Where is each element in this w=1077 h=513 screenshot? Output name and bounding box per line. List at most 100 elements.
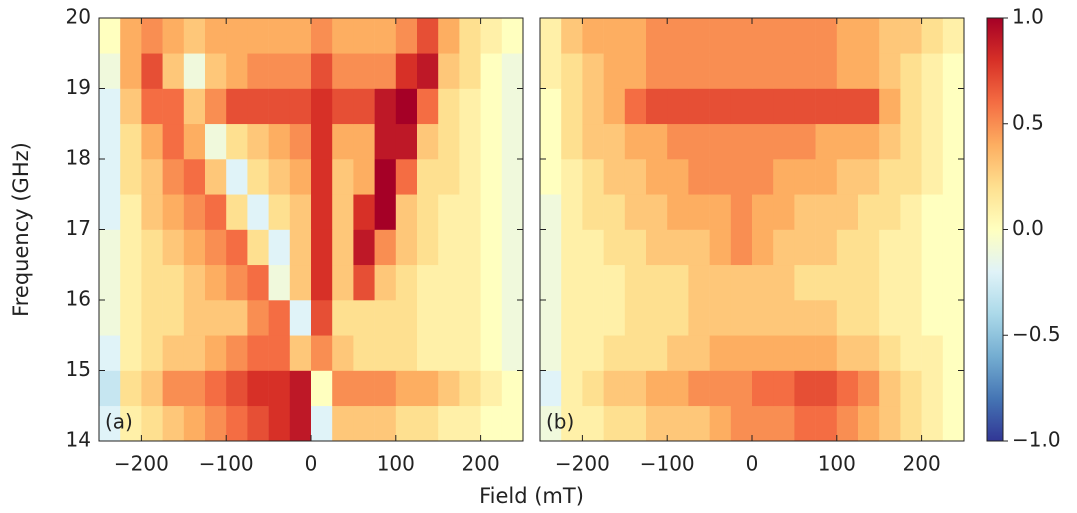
heatmap-cell — [900, 229, 922, 266]
heatmap-cell — [353, 300, 375, 336]
heatmap-cell — [205, 264, 227, 301]
x-tick-label: 200 — [903, 452, 941, 476]
heatmap-cell — [667, 300, 689, 336]
heatmap-cell — [289, 123, 312, 160]
heatmap-cell — [141, 370, 163, 407]
heatmap-cell — [332, 405, 354, 442]
heatmap-cell — [688, 300, 710, 336]
heatmap-cell — [141, 194, 163, 230]
heatmap-cell — [561, 405, 583, 442]
heatmap-cell — [942, 194, 965, 230]
heatmap-cell — [247, 123, 269, 160]
heatmap-cell — [501, 53, 524, 89]
heatmap-cell — [815, 335, 838, 371]
heatmap-cell — [162, 53, 185, 89]
y-tick-label: 15 — [66, 357, 91, 381]
heatmap-cell — [646, 88, 668, 125]
heatmap-cell — [268, 53, 291, 89]
heatmap-cell — [141, 300, 163, 336]
heatmap-cell — [836, 123, 859, 160]
heatmap-cell — [332, 335, 354, 371]
heatmap-cell — [247, 335, 269, 371]
heatmap-cell — [688, 53, 710, 89]
heatmap-cell — [162, 123, 185, 160]
heatmap-cell — [120, 159, 142, 195]
heatmap-cell — [879, 159, 901, 195]
heatmap-cell — [921, 18, 944, 54]
heatmap-cell — [900, 53, 922, 89]
y-tick-label: 14 — [66, 428, 91, 452]
heatmap-cell — [480, 370, 503, 407]
heatmap-cell — [374, 229, 397, 266]
heatmap-cell — [667, 370, 689, 407]
heatmap-cell — [417, 194, 439, 230]
colorbar — [986, 17, 1004, 442]
heatmap-cell — [99, 53, 121, 89]
heatmap-cell — [141, 264, 163, 301]
heatmap-cell — [773, 53, 795, 89]
heatmap-cell — [773, 159, 795, 195]
heatmap-cell — [353, 229, 375, 266]
heatmap-cell — [480, 335, 503, 371]
heatmap-cell — [942, 88, 965, 125]
heatmap-cell — [921, 335, 944, 371]
heatmap-cell — [942, 405, 965, 442]
heatmap-cell — [268, 194, 291, 230]
heatmap-cell — [438, 88, 460, 125]
heatmap-cell — [268, 18, 291, 54]
heatmap-cell — [417, 159, 439, 195]
heatmap-cell — [120, 123, 142, 160]
heatmap-cell — [205, 405, 227, 442]
heatmap-cell — [582, 194, 604, 230]
heatmap-cell — [709, 194, 732, 230]
heatmap-cell — [205, 300, 227, 336]
heatmap-cell — [858, 264, 880, 301]
heatmap-cell — [438, 300, 460, 336]
heatmap-cell — [942, 159, 965, 195]
heatmap-cell — [395, 405, 418, 442]
heatmap-cell — [247, 264, 269, 301]
y-tick-label: 16 — [66, 287, 91, 311]
heatmap-cell — [353, 159, 375, 195]
heatmap-cell — [480, 300, 503, 336]
heatmap-cell — [353, 405, 375, 442]
heatmap-cell — [582, 405, 604, 442]
heatmap-cell — [311, 370, 333, 407]
heatmap-cell — [438, 264, 460, 301]
heatmap-cell — [858, 88, 880, 125]
heatmap-cell — [332, 88, 354, 125]
heatmap-cell — [730, 53, 753, 89]
heatmap-cell — [480, 123, 503, 160]
heatmap-cell — [480, 18, 503, 54]
heatmap-cell — [311, 229, 333, 266]
heatmap-cell — [879, 264, 901, 301]
heatmap-cell — [353, 123, 375, 160]
heatmap-cell — [561, 300, 583, 336]
heatmap-cell — [667, 405, 689, 442]
heatmap-cell — [99, 264, 121, 301]
heatmap-cell — [773, 18, 795, 54]
heatmap-cell — [858, 300, 880, 336]
heatmap-cell — [289, 88, 312, 125]
x-tick-label: 100 — [818, 452, 856, 476]
heatmap-cell — [289, 53, 312, 89]
heatmap-cell — [921, 123, 944, 160]
heatmap-cell — [582, 88, 604, 125]
heatmap-cell — [624, 370, 647, 407]
heatmap-cell — [900, 405, 922, 442]
heatmap-cell — [226, 194, 248, 230]
heatmap-cell — [438, 194, 460, 230]
heatmap-cell — [603, 194, 626, 230]
heatmap-cell — [900, 335, 922, 371]
heatmap-cell — [268, 123, 291, 160]
heatmap-cell — [667, 335, 689, 371]
heatmap-cell — [226, 159, 248, 195]
heatmap-cell — [438, 335, 460, 371]
heatmap-cell — [646, 370, 668, 407]
heatmap-cell — [730, 300, 753, 336]
heatmap-cell — [773, 194, 795, 230]
heatmap-cell — [141, 18, 163, 54]
heatmap-cell — [438, 53, 460, 89]
heatmap-cell — [353, 264, 375, 301]
heatmap-cell — [709, 229, 732, 266]
